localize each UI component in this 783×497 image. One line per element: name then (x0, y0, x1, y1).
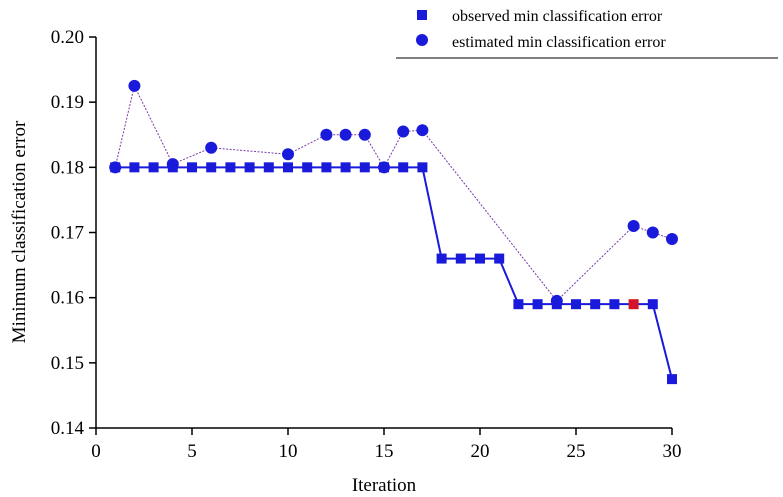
estimated-point (666, 233, 678, 246)
x-tick-label: 20 (471, 441, 490, 462)
legend: observed min classification error estima… (396, 8, 778, 59)
x-tick-label: 30 (663, 441, 682, 462)
estimated-point (397, 125, 410, 138)
observed-point (571, 299, 581, 310)
estimated-point (416, 124, 429, 137)
axes: 0.14 0.15 0.16 0.17 0.18 0.19 0.20 0 5 10 15 20 25 3… (51, 27, 682, 462)
estimated-point (128, 79, 141, 92)
observed-point (263, 162, 274, 173)
series-line-estimated (114, 84, 673, 302)
observed-point (667, 374, 677, 385)
plot-area (109, 79, 678, 385)
y-axis-title: Minimum classification error (9, 120, 30, 343)
observed-point (647, 299, 658, 310)
observed-point (494, 253, 505, 264)
y-tick-label: 0.20 (51, 27, 84, 48)
observed-point (455, 253, 466, 264)
x-tick-label: 0 (91, 441, 101, 462)
observed-point (321, 162, 332, 173)
y-ticks: 0.14 0.15 0.16 0.17 0.18 0.19 0.20 (51, 27, 96, 439)
y-tick-label: 0.16 (51, 288, 84, 309)
observed-point (436, 253, 447, 264)
observed-point (609, 299, 620, 310)
estimated-point (646, 226, 659, 239)
legend-marker-observed (417, 10, 427, 20)
y-tick-label: 0.18 (51, 157, 84, 178)
legend-marker-estimated (416, 34, 428, 46)
observed-point (129, 162, 140, 173)
observed-point-highlight (628, 299, 639, 310)
observed-point (359, 162, 370, 173)
estimated-point (339, 128, 352, 141)
observed-point (187, 162, 197, 173)
observed-point (513, 299, 524, 310)
observed-point (225, 162, 236, 173)
y-tick-label: 0.19 (51, 92, 84, 113)
x-axis-title: Iteration (352, 475, 417, 496)
estimated-point (205, 141, 218, 154)
estimated-point (166, 158, 179, 171)
x-tick-label: 10 (279, 441, 298, 462)
x-tick-label: 15 (375, 441, 394, 462)
estimated-point (358, 128, 371, 141)
estimated-point (282, 148, 294, 161)
observed-point (148, 162, 159, 173)
x-tick-label: 5 (187, 441, 197, 462)
x-tick-label: 25 (567, 441, 586, 462)
series-line-observed (115, 166, 673, 380)
observed-point (244, 162, 255, 173)
observed-point (206, 162, 217, 173)
y-tick-label: 0.15 (51, 353, 84, 374)
estimated-point (627, 219, 640, 232)
estimated-point (550, 294, 563, 307)
observed-point (283, 162, 293, 173)
observed-point (417, 162, 428, 173)
observed-point (398, 162, 409, 173)
observed-point (302, 162, 313, 173)
legend-label-estimated: estimated min classification error (452, 34, 666, 51)
y-tick-label: 0.17 (51, 223, 84, 244)
observed-point (532, 299, 543, 310)
x-ticks: 0 5 10 15 20 25 30 (91, 428, 682, 462)
observed-point (475, 253, 485, 264)
observed-point (340, 162, 351, 173)
estimated-point (378, 161, 390, 174)
y-tick-label: 0.14 (51, 418, 85, 439)
estimated-point (109, 161, 122, 174)
observed-point (590, 299, 601, 310)
legend-label-observed: observed min classification error (452, 8, 663, 25)
estimated-point (320, 128, 333, 141)
